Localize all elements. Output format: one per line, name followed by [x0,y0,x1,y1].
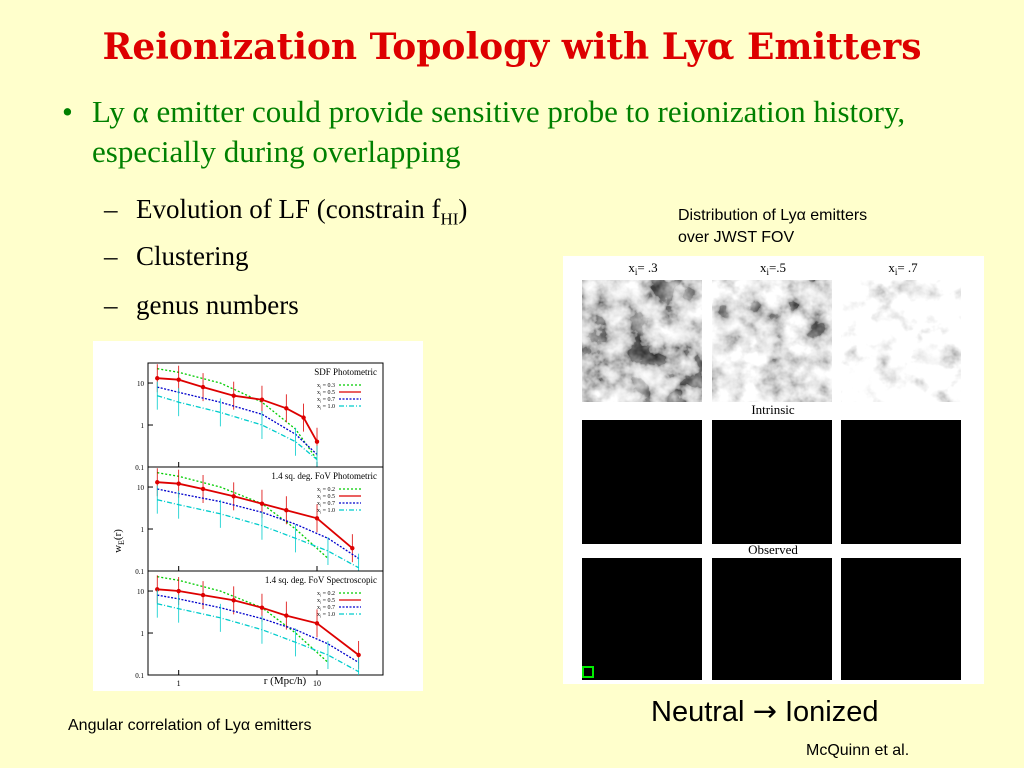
data-point [231,494,236,499]
x-tick-label: 10 [313,679,321,688]
y-tick-label: 10 [137,484,145,492]
data-point [155,376,160,381]
data-point [314,516,320,521]
panel-title: 1.4 sq. deg. FoV Photometric [271,471,377,481]
map-label-col-2: xi=.5 [760,260,786,277]
legend-entry: xi = 0.5 [317,390,335,397]
data-point [356,652,361,658]
chart-panel-frame [147,466,384,572]
series-line [157,395,318,461]
legend-entry: xi = 0.3 [317,383,335,390]
map-row-label-observed: Observed [748,542,798,557]
data-point [176,481,181,486]
map-row-observed [582,558,961,680]
angular-caption: Angular correlation of Lyα emitters [68,717,312,734]
data-point [200,592,206,598]
map-xi-07 [841,280,961,402]
data-point [284,406,289,411]
y-tick-label: 0.1 [135,672,144,680]
series-line [157,472,329,559]
series-line [157,481,353,549]
series-line [157,386,318,455]
data-point [301,415,306,420]
data-point [176,588,181,594]
y-tick-label: 0.1 [135,568,144,576]
chart-panel-frame [147,570,384,676]
legend-entry: xi = 0.5 [317,494,335,501]
panel-title: 1.4 sq. deg. FoV Spectroscopic [265,575,377,585]
legend-entry: xi = 0.2 [317,487,335,494]
y-tick-label: 10 [137,588,145,596]
y-tick-label: 0.1 [135,464,144,472]
data-point [155,587,160,592]
y-axis-label: wE(r) [112,529,126,553]
legend-entry: xi = 1.0 [317,508,335,515]
series-line [157,368,318,460]
data-point [314,439,320,444]
x-tick-label: 1 [177,679,181,688]
y-tick-label: 1 [141,526,145,534]
map-row-intrinsic [582,420,961,544]
map-label-col-3: xi= .7 [888,260,918,277]
maps-svg: xi= .3 xi=.5 xi= .7 Intrinsic Observed [582,260,961,680]
data-point [314,621,320,626]
data-point [259,397,265,402]
chart-panel-frame [147,362,384,468]
map-xi-05 [712,280,832,402]
jwst-fov-box [582,666,594,678]
correlation-chart: 10 1 0.1 SDF Photometric xi = 0.3 xi = 0.5 xi … [93,341,423,691]
legend-entry: xi = 1.0 [317,612,335,619]
panel-title: SDF Photometric [314,367,377,377]
data-point [284,508,289,513]
legend-entry: xi = 0.7 [317,501,335,508]
data-point [231,598,236,603]
bullet-dot: • [62,94,73,129]
data-point [155,480,160,485]
series-line [157,377,318,443]
data-point [200,486,206,492]
data-point [259,605,265,610]
legend-entry: xi = 0.7 [317,605,335,612]
slide-title: Reionization Topology with Lyα Emitters [102,26,922,68]
x-axis-label: r (Mpc/h) [264,675,307,687]
legend-entry: xi = 1.0 [317,404,335,411]
data-point [350,545,355,551]
legend-entry: xi = 0.2 [317,591,335,598]
legend-entry: xi = 0.5 [317,598,335,605]
series-line [157,588,360,656]
bullet-text: Ly α emitter could provide sensitive pro… [92,94,906,169]
data-point [176,377,181,382]
data-point [259,501,265,506]
data-point [231,393,236,398]
map-label-col-1: xi= .3 [628,260,657,277]
data-point [200,384,206,390]
map-xi-03 [582,280,702,402]
y-tick-label: 1 [141,422,145,430]
neutral-ionized-label: Neutral → Ionized [651,694,879,728]
map-row-label-intrinsic: Intrinsic [751,402,795,417]
maps-panel: xi= .3 xi=.5 xi= .7 Intrinsic Observed [563,256,984,684]
y-tick-label: 1 [141,630,145,638]
legend-entry: xi = 0.7 [317,397,335,404]
distribution-caption: Distribution of Lyα emitters over JWST F… [678,207,868,246]
map-row-neutral [582,280,961,402]
credit: McQuinn et al. [806,742,910,759]
data-point [284,613,289,618]
y-tick-label: 10 [137,380,145,388]
